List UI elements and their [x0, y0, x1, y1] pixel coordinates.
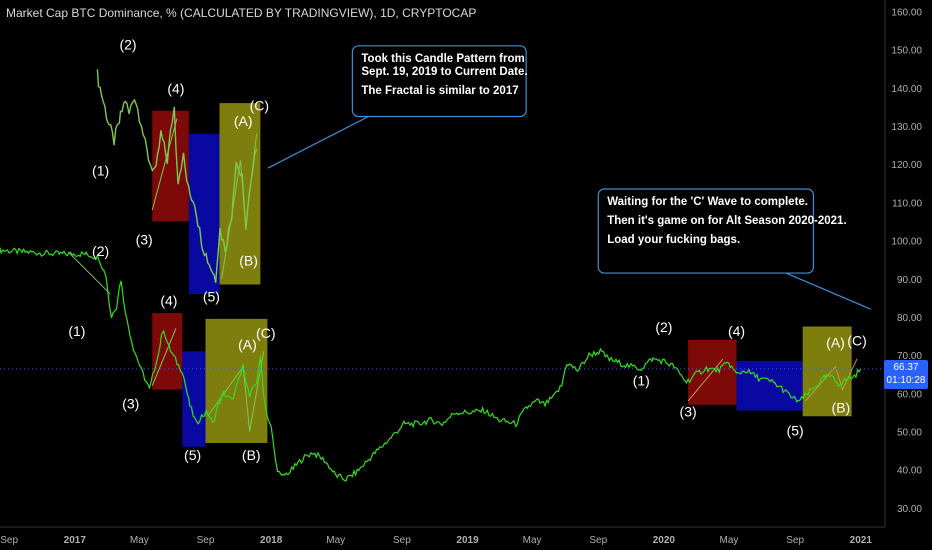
wave-label: (1) — [68, 323, 85, 339]
callout-box — [597, 188, 815, 274]
wave-label: (4) — [167, 81, 184, 97]
x-tick-label: May — [523, 535, 542, 546]
wave-label: (A) — [826, 335, 845, 351]
y-tick-label: 100.00 — [891, 237, 922, 248]
wave-box-blue — [188, 133, 220, 295]
wave-label: (5) — [787, 422, 804, 438]
wave-label: (1) — [92, 163, 109, 179]
y-tick-label: 150.00 — [891, 46, 922, 57]
wave-label: (2) — [92, 243, 109, 259]
callout-box — [351, 45, 527, 118]
wave-label: (A) — [238, 336, 257, 352]
x-tick-label: 2018 — [260, 535, 283, 546]
y-tick-label: 160.00 — [891, 7, 922, 18]
x-tick-label: Sep — [393, 535, 411, 546]
callout-text: Took this Candle Pattern from — [361, 53, 524, 65]
wave-label: (3) — [680, 403, 697, 419]
wave-segment — [207, 351, 265, 432]
countdown-timer: 01:10:28 — [886, 374, 926, 386]
x-tick-label: Sep — [197, 535, 215, 546]
y-tick-label: 30.00 — [897, 504, 922, 515]
callout-text: Waiting for the 'C' Wave to complete. — [607, 196, 808, 208]
callout-text: Then it's game on for Alt Season 2020-20… — [607, 215, 846, 227]
y-tick-label: 80.00 — [897, 313, 922, 324]
wave-label: (C) — [847, 333, 866, 349]
wave-label: (C) — [256, 325, 275, 341]
fractal-series-line — [96, 69, 258, 283]
wave-label: (3) — [122, 396, 139, 412]
x-tick-label: 2021 — [850, 535, 873, 546]
last-price-value: 66.37 — [893, 361, 919, 373]
wave-box-blue — [736, 360, 803, 411]
wave-label: (4) — [728, 323, 745, 339]
chart-title: Market Cap BTC Dominance, % (CALCULATED … — [6, 6, 477, 20]
wave-label: (2) — [119, 37, 136, 53]
wave-box-yellow — [219, 103, 261, 285]
y-tick-label: 110.00 — [892, 198, 922, 209]
x-tick-label: Sep — [589, 535, 607, 546]
y-tick-label: 60.00 — [897, 389, 922, 400]
wave-box-red — [152, 313, 183, 390]
wave-label: (5) — [184, 447, 201, 463]
x-tick-label: Sep — [0, 535, 18, 546]
wave-segment — [67, 251, 111, 295]
wave-segment — [687, 358, 724, 402]
wave-segment — [151, 328, 177, 386]
x-tick-label: May — [720, 535, 739, 546]
wave-label: (2) — [655, 319, 672, 335]
callout-text: Load your fucking bags. — [607, 234, 740, 246]
wave-segment — [151, 118, 178, 211]
x-tick-label: 2019 — [456, 535, 479, 546]
x-tick-label: Sep — [786, 535, 804, 546]
y-tick-label: 70.00 — [897, 351, 922, 362]
wave-box-blue — [182, 351, 206, 447]
wave-label: (5) — [203, 289, 220, 305]
wave-label: (4) — [160, 293, 177, 309]
y-tick-label: 90.00 — [897, 275, 922, 286]
x-tick-label: 2020 — [653, 535, 676, 546]
x-tick-label: 2017 — [64, 535, 87, 546]
wave-label: (B) — [242, 447, 261, 463]
y-tick-label: 120.00 — [891, 160, 922, 171]
wave-label: (B) — [832, 399, 851, 415]
wave-label: (C) — [250, 98, 269, 114]
callout-text: Sept. 19, 2019 to Current Date. — [361, 66, 527, 78]
wave-label: (1) — [633, 373, 650, 389]
x-tick-label: May — [326, 535, 345, 546]
y-tick-label: 130.00 — [891, 122, 922, 133]
callout-pointer — [785, 272, 872, 310]
callout-text: The Fractal is similar to 2017 — [361, 85, 518, 97]
last-price-tag: 66.37 01:10:28 — [884, 359, 928, 389]
x-tick-label: May — [130, 535, 149, 546]
callout-pointer — [267, 115, 369, 169]
wave-segment — [805, 358, 858, 402]
wave-box-yellow — [802, 326, 852, 417]
wave-label: (3) — [136, 231, 153, 247]
wave-label: (B) — [239, 252, 258, 268]
y-tick-label: 140.00 — [891, 84, 922, 95]
btc-dominance-line — [0, 247, 862, 482]
y-tick-label: 40.00 — [897, 466, 922, 477]
wave-label: (A) — [234, 113, 253, 129]
y-tick-label: 50.00 — [897, 428, 922, 439]
